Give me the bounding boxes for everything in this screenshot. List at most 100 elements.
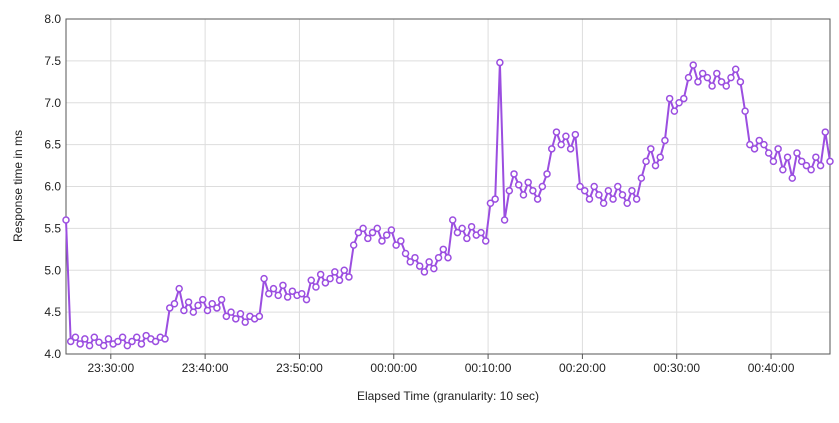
- data-point: [764, 149, 773, 157]
- data-point: [467, 222, 476, 231]
- data-point: [425, 258, 433, 266]
- data-point: [826, 157, 834, 166]
- y-tick-label: 6.5: [44, 138, 61, 152]
- data-point: [609, 195, 617, 203]
- data-point: [689, 61, 697, 69]
- data-point: [519, 191, 528, 199]
- data-point: [166, 304, 174, 312]
- data-point: [812, 153, 820, 161]
- y-tick-label: 8.0: [44, 12, 61, 26]
- y-tick-label: 5.5: [44, 221, 61, 235]
- data-point: [510, 170, 518, 178]
- data-line: [65, 61, 831, 348]
- data-point: [307, 276, 315, 285]
- data-point: [298, 289, 306, 298]
- data-point: [335, 276, 344, 285]
- data-point: [774, 145, 782, 153]
- data-point: [406, 258, 415, 266]
- data-point: [562, 132, 570, 140]
- data-point: [755, 136, 764, 145]
- data-point: [769, 157, 778, 166]
- data-point: [151, 337, 160, 346]
- data-point: [783, 153, 792, 161]
- data-point: [571, 130, 580, 139]
- data-point: [651, 161, 660, 170]
- data-point: [128, 337, 136, 346]
- data-point: [458, 224, 466, 233]
- data-point: [222, 312, 231, 321]
- data-point: [694, 78, 702, 86]
- data-point: [283, 293, 292, 301]
- data-point: [481, 237, 490, 245]
- y-axis-label: Response time in ms: [11, 130, 25, 242]
- data-point: [727, 73, 735, 82]
- data-point: [66, 337, 75, 346]
- plot-frame: [65, 18, 831, 355]
- data-point: [123, 341, 132, 350]
- data-point: [255, 312, 264, 321]
- data-point: [345, 273, 353, 281]
- data-point: [411, 253, 419, 262]
- data-point: [132, 333, 141, 341]
- data-point: [581, 186, 589, 195]
- data-point: [788, 174, 797, 182]
- data-point: [194, 301, 202, 310]
- data-point: [741, 107, 749, 115]
- data-point: [387, 226, 396, 234]
- data-point: [279, 281, 287, 290]
- data-point: [397, 237, 405, 245]
- data-point: [793, 149, 801, 157]
- data-point: [199, 295, 207, 304]
- data-point: [137, 340, 146, 348]
- data-point: [623, 199, 631, 207]
- data-point: [708, 82, 716, 90]
- data-point: [161, 335, 169, 343]
- data-point: [368, 228, 377, 237]
- data-point: [717, 78, 726, 86]
- data-point: [274, 291, 282, 300]
- data-point: [104, 335, 113, 343]
- data-point: [354, 228, 363, 237]
- data-point: [533, 195, 542, 203]
- data-point: [99, 341, 108, 350]
- data-point: [90, 333, 99, 341]
- x-tick-label: 23:50:00: [276, 361, 323, 375]
- data-point: [722, 82, 730, 90]
- data-point: [529, 186, 537, 195]
- data-point: [779, 166, 787, 174]
- data-point: [500, 216, 509, 224]
- data-point: [316, 270, 325, 279]
- data-point: [118, 333, 127, 341]
- data-point: [557, 140, 565, 149]
- data-point: [675, 99, 683, 107]
- data-point: [269, 284, 278, 293]
- data-point: [213, 304, 221, 312]
- data-point: [746, 140, 754, 149]
- data-point: [227, 308, 235, 316]
- x-tick-label: 23:30:00: [87, 361, 134, 375]
- x-tick-label: 00:10:00: [465, 361, 512, 375]
- data-point: [590, 182, 598, 191]
- data-point: [420, 268, 429, 276]
- data-point: [604, 186, 613, 195]
- data-point: [731, 65, 740, 73]
- data-point: [203, 306, 212, 315]
- data-point: [331, 268, 339, 276]
- data-point: [302, 295, 311, 304]
- data-point: [736, 78, 745, 86]
- x-tick-label: 00:30:00: [653, 361, 700, 375]
- y-tick-label: 4.5: [44, 305, 61, 319]
- data-point: [670, 107, 679, 115]
- data-point: [85, 341, 94, 350]
- data-point: [505, 186, 514, 195]
- data-point: [382, 231, 391, 239]
- data-point: [175, 284, 183, 293]
- y-tick-label: 5.0: [44, 263, 61, 277]
- data-point: [81, 335, 89, 343]
- data-point: [232, 315, 240, 323]
- data-point: [326, 274, 334, 283]
- data-point: [618, 191, 627, 199]
- data-point: [439, 245, 448, 254]
- x-tick-label: 23:40:00: [182, 361, 229, 375]
- data-point: [71, 333, 80, 341]
